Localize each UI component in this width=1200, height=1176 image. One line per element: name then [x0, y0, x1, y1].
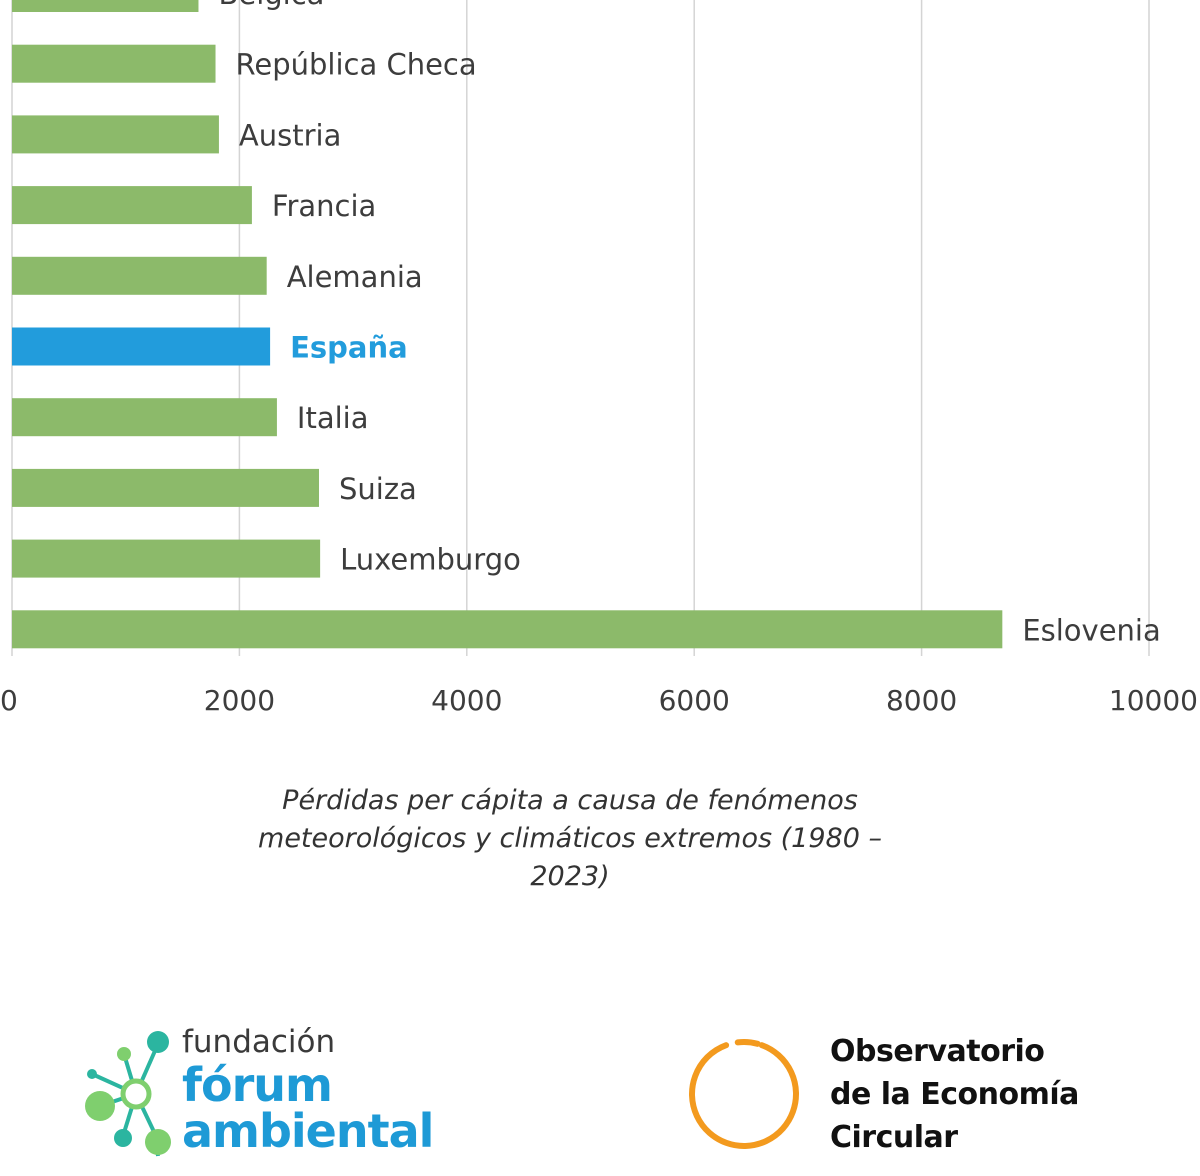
logo-ambiental-text: ambiental [182, 1104, 434, 1158]
observatorio-text: Observatorio de la Economía Circular [830, 1030, 1079, 1159]
category-label: Bélgica [218, 0, 324, 11]
circle-logo-icon [689, 1039, 799, 1149]
logo-fundacion-text: fundación [182, 1024, 336, 1060]
x-tick-label: 2000 [204, 684, 275, 717]
category-label: Luxemburgo [340, 543, 521, 577]
bar-alemania [12, 256, 267, 295]
category-label: Alemania [287, 260, 423, 294]
x-tick-label: 0 [0, 684, 18, 717]
bar-italia [12, 398, 277, 437]
bar-eslovenia [12, 610, 1003, 649]
observatorio-economia-circular-logo: Observatorio de la Economía Circular [686, 1030, 1126, 1160]
bar-suiza [12, 468, 319, 507]
bar-españa [12, 327, 271, 366]
category-label: España [290, 331, 408, 365]
logo-forum-text: fórum [182, 1058, 333, 1112]
bar-chart: Bélgica República Checa Austria Francia Alem… [0, 0, 1198, 717]
category-label: Eslovenia [1022, 613, 1160, 647]
bar-bélgica [12, 0, 199, 12]
category-label: Francia [272, 189, 376, 223]
category-label: Suiza [339, 472, 417, 506]
category-label: Italia [297, 401, 369, 435]
molecule-icon [85, 1031, 171, 1157]
x-tick-label: 10000 [1109, 684, 1198, 717]
bar-república-checa [12, 44, 216, 83]
fundacion-forum-ambiental-logo: fundación fórum ambiental [78, 1024, 498, 1169]
logo-observatorio-line3: Circular [830, 1120, 958, 1155]
category-label: República Checa [236, 48, 477, 82]
bar-francia [12, 186, 252, 225]
x-tick-label: 8000 [886, 684, 957, 717]
x-tick-label: 4000 [431, 684, 502, 717]
x-tick-label: 6000 [659, 684, 730, 717]
logo-observatorio-line1: Observatorio [830, 1034, 1045, 1069]
bar-austria [12, 115, 219, 154]
bar-luxemburgo [12, 539, 321, 578]
category-label: Austria [239, 118, 341, 152]
x-axis-label: Pérdidas per cápita a causa de fenómenos… [258, 785, 882, 892]
logo-observatorio-line2: de la Economía [830, 1077, 1079, 1112]
